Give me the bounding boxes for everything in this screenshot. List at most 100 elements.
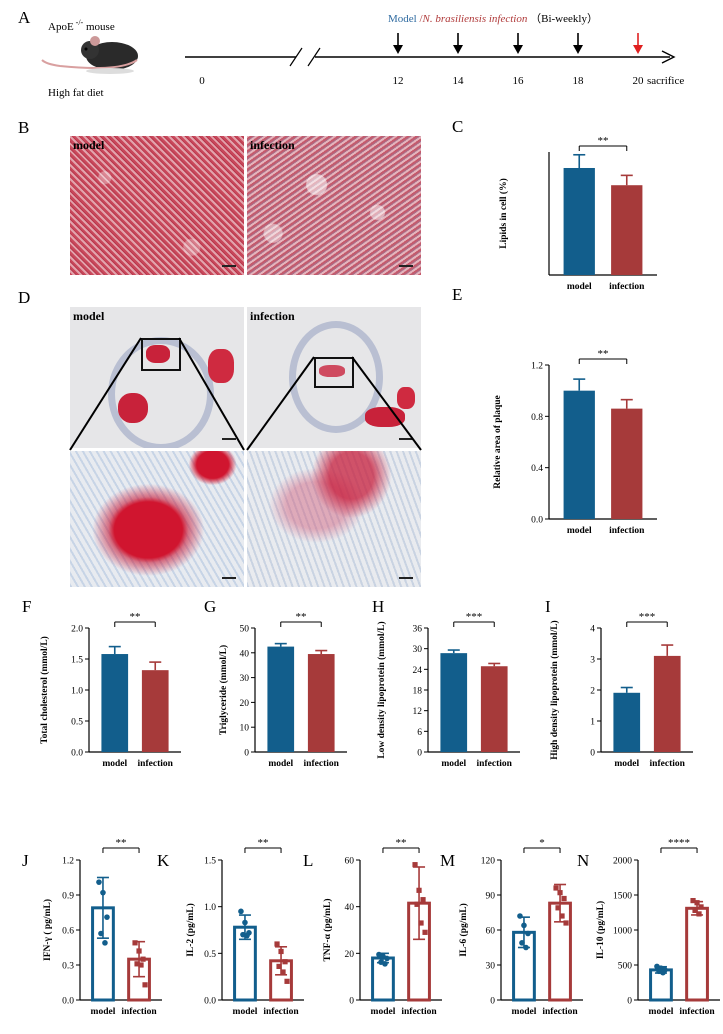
data-point <box>134 961 140 967</box>
y-tick-label: 120 <box>481 857 496 867</box>
y-tick-label: 0 <box>417 749 422 759</box>
micrograph-b-model: model <box>70 136 244 275</box>
data-point <box>563 920 569 926</box>
chart-i: I 0 1 2 3 4 High density lipoprotein (mmol/L) m… <box>545 597 693 769</box>
data-point <box>557 890 563 896</box>
scale-bar <box>222 577 236 579</box>
y-tick-label: 1.0 <box>204 903 216 913</box>
data-point <box>132 940 138 946</box>
bar-model <box>563 390 595 519</box>
micrograph-d-infection-label: infection <box>250 309 295 323</box>
micrograph-d-model-zoom <box>70 451 244 587</box>
data-point <box>553 885 559 891</box>
significance-stars: **** <box>668 837 690 849</box>
y-tick-label: 30 <box>413 645 423 655</box>
y-tick-label: 90 <box>486 892 496 902</box>
y-tick-label: 3 <box>590 656 595 666</box>
bar-model <box>613 692 641 752</box>
y-tick-label: 2000 <box>613 857 632 867</box>
y-tick-label: 18 <box>413 687 423 697</box>
y-tick-label: 60 <box>345 857 355 867</box>
x-tick-label: infection <box>263 1007 299 1017</box>
significance-stars: ** <box>130 611 141 623</box>
plaque <box>319 365 345 377</box>
timeline-tick-label: 14 <box>453 75 465 87</box>
bar-infection <box>653 655 681 752</box>
axis-break-mark <box>307 47 321 67</box>
bar-infection <box>141 670 169 752</box>
sacrifice-label: sacrifice <box>647 75 684 87</box>
chart-f: F 0.0 0.5 1.0 1.5 2.0 Total cholesterol (mmol/… <box>22 597 181 769</box>
data-point <box>98 930 104 937</box>
data-point <box>102 940 108 946</box>
timeline-tick-label: 0 <box>199 75 205 87</box>
y-tick-label: 20 <box>240 699 250 709</box>
data-point <box>559 913 565 919</box>
significance-stars: *** <box>639 611 656 623</box>
y-tick-label: 1.0 <box>71 687 83 697</box>
data-point <box>136 948 142 954</box>
data-point <box>100 889 106 896</box>
data-point <box>138 962 144 968</box>
plaque <box>365 407 405 427</box>
y-tick-label: 0.0 <box>62 997 74 1007</box>
y-tick-label: 1.5 <box>204 857 216 867</box>
scale-bar <box>399 438 413 440</box>
panel-letter-a: A <box>18 8 31 27</box>
data-point <box>96 879 102 885</box>
bar-infection <box>611 408 643 519</box>
scale-bar <box>399 577 413 579</box>
timeline-arrowhead <box>453 45 463 54</box>
scale-bar <box>222 265 236 267</box>
data-point <box>276 963 282 969</box>
data-point <box>525 930 531 937</box>
mouse-body <box>86 42 138 70</box>
y-tick-label: 0 <box>490 997 495 1007</box>
y-tick-label: 2.0 <box>71 625 83 635</box>
x-tick-label: model <box>102 759 127 769</box>
y-tick-label: 0.4 <box>531 464 543 474</box>
mouse-shadow <box>86 68 134 74</box>
x-tick-label: model <box>649 1007 674 1017</box>
y-axis-label: IFN-γ ( pg/mL) <box>42 899 53 961</box>
timeline-tick-label: 16 <box>513 75 525 87</box>
y-tick-label: 0.9 <box>62 892 74 902</box>
panel-letter-c: C <box>452 117 463 136</box>
data-point <box>238 908 244 915</box>
y-tick-label: 500 <box>618 962 633 972</box>
data-point <box>561 895 567 902</box>
chart-c: C Lipids in cell (%) model infection ** <box>452 117 657 292</box>
micrograph-b-model-label: model <box>73 138 105 152</box>
bar-infection <box>480 666 508 752</box>
data-point <box>698 904 704 910</box>
data-point <box>517 913 523 919</box>
bar-model <box>101 654 129 752</box>
y-tick-label: 20 <box>345 950 355 960</box>
significance-stars: ** <box>258 837 269 849</box>
y-axis-label: High density lipoprotein (mmol/L) <box>549 620 560 759</box>
significance-stars: *** <box>466 611 483 623</box>
x-tick-label: infection <box>138 759 174 769</box>
y-tick-label: 1 <box>590 718 595 728</box>
zoom-box <box>141 338 181 371</box>
data-point <box>278 948 284 955</box>
x-tick-label: infection <box>304 759 340 769</box>
panel-letter-d: D <box>18 288 31 307</box>
data-point <box>104 914 110 920</box>
y-axis-label: Relative area of plaque <box>493 395 503 489</box>
y-tick-label: 0 <box>349 997 354 1007</box>
x-tick-label: infection <box>121 1007 157 1017</box>
mouse-label: ApoE -/- mouse <box>48 18 115 33</box>
data-point <box>384 955 390 962</box>
chart-j: J 0.0 0.3 0.6 0.9 1.2 IFN-γ ( pg/mL) model infec… <box>22 837 162 1017</box>
x-tick-label: model <box>567 526 592 536</box>
data-point <box>280 969 286 975</box>
data-point <box>414 901 420 907</box>
significance-stars: ** <box>598 348 609 360</box>
data-point <box>284 978 290 984</box>
y-axis-label: IL-2 (pg/mL) <box>185 903 196 957</box>
y-tick-label: 0.0 <box>204 997 216 1007</box>
chart-h: H 0 6 12 18 24 30 36 Low density lipoprotein (mm… <box>372 597 520 769</box>
y-tick-label: 1.5 <box>71 656 83 666</box>
